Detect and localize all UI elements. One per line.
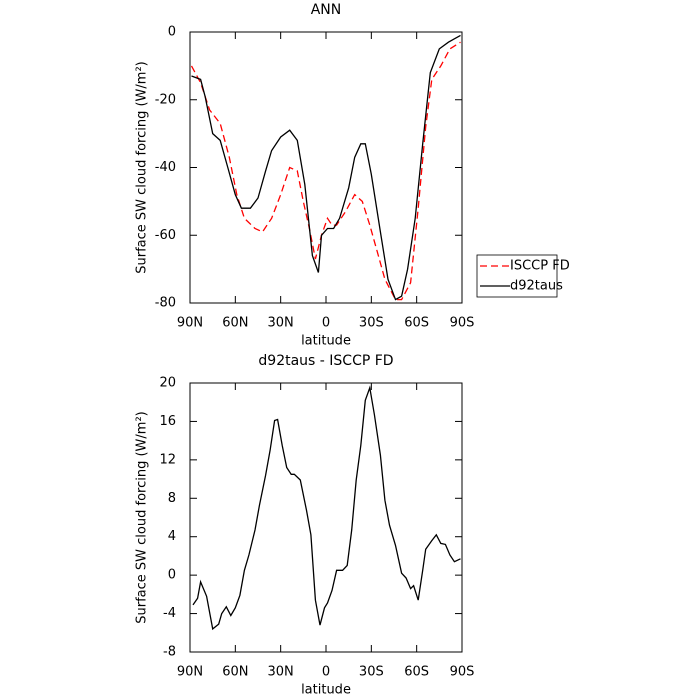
y-tick-label: 4 (168, 529, 176, 544)
chart-title: d92taus - ISCCP FD (258, 353, 393, 369)
legend-label: ISCCP FD (510, 259, 570, 274)
x-tick-label: 90S (450, 665, 475, 680)
y-tick-label: -80 (155, 296, 176, 311)
y-tick-label: -4 (163, 606, 176, 621)
y-tick-label: 16 (159, 414, 176, 429)
legend-label: d92taus (510, 279, 563, 294)
x-tick-label: 90N (177, 665, 203, 680)
y-axis-label: Surface SW cloud forcing (W/m²) (135, 411, 150, 623)
y-tick-label: 12 (159, 452, 176, 467)
y-tick-label: -40 (155, 160, 176, 175)
y-tick-label: 20 (159, 376, 176, 391)
x-tick-label: 0 (322, 665, 330, 680)
x-tick-label: 60S (404, 316, 429, 331)
y-tick-label: 0 (168, 568, 176, 583)
y-tick-label: 0 (168, 25, 176, 40)
data-line (192, 385, 461, 631)
x-tick-label: 30S (359, 665, 384, 680)
x-axis-label: latitude (301, 683, 351, 698)
y-tick-label: -20 (155, 92, 176, 107)
x-tick-label: 0 (322, 316, 330, 331)
x-axis-label: latitude (301, 334, 351, 349)
y-tick-label: 8 (168, 491, 176, 506)
x-tick-label: 30N (268, 665, 294, 680)
legend-box (476, 254, 558, 298)
chart-title: ANN (311, 2, 342, 18)
x-tick-label: 60N (222, 665, 248, 680)
data-line (191, 34, 461, 301)
x-tick-label: 90S (450, 316, 475, 331)
x-tick-label: 90N (177, 316, 203, 331)
data-line (190, 41, 461, 301)
plot-frame (189, 382, 463, 653)
x-tick-label: 30S (359, 316, 384, 331)
x-tick-label: 30N (268, 316, 294, 331)
y-axis-label: Surface SW cloud forcing (W/m²) (135, 61, 150, 273)
x-tick-label: 60N (222, 316, 248, 331)
x-tick-label: 60S (404, 665, 429, 680)
y-tick-label: -60 (155, 228, 176, 243)
y-tick-label: -8 (163, 645, 176, 660)
